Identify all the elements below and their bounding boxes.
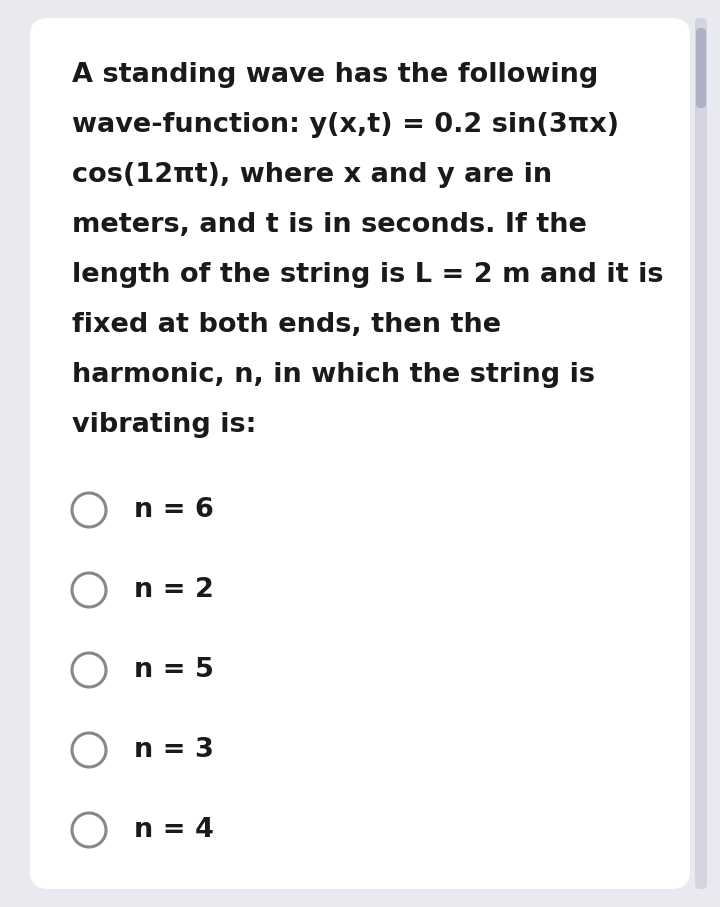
- Text: A standing wave has the following: A standing wave has the following: [72, 62, 598, 88]
- Text: cos(12πt), where x and y are in: cos(12πt), where x and y are in: [72, 162, 552, 188]
- Text: fixed at both ends, then the: fixed at both ends, then the: [72, 312, 501, 338]
- FancyBboxPatch shape: [695, 18, 707, 889]
- Text: wave-function: y(x,t) = 0.2 sin(3πx): wave-function: y(x,t) = 0.2 sin(3πx): [72, 112, 619, 138]
- Text: n = 4: n = 4: [134, 817, 214, 843]
- Circle shape: [72, 493, 106, 527]
- Circle shape: [72, 653, 106, 687]
- Text: meters, and t is in seconds. If the: meters, and t is in seconds. If the: [72, 212, 587, 238]
- Text: n = 5: n = 5: [134, 657, 214, 683]
- Text: n = 6: n = 6: [134, 497, 214, 523]
- Circle shape: [72, 733, 106, 767]
- Text: n = 3: n = 3: [134, 737, 214, 763]
- FancyBboxPatch shape: [696, 28, 706, 108]
- Circle shape: [72, 813, 106, 847]
- FancyBboxPatch shape: [30, 18, 690, 889]
- Text: length of the string is L = 2 m and it is: length of the string is L = 2 m and it i…: [72, 262, 664, 288]
- Text: vibrating is:: vibrating is:: [72, 412, 256, 438]
- Text: n = 2: n = 2: [134, 577, 214, 603]
- Text: harmonic, n, in which the string is: harmonic, n, in which the string is: [72, 362, 595, 388]
- Circle shape: [72, 573, 106, 607]
